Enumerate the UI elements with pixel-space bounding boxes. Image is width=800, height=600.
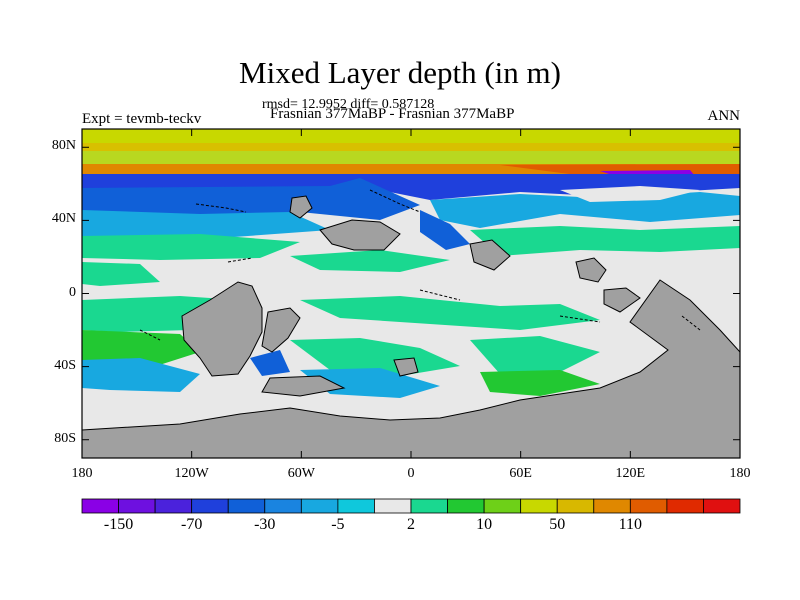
land-sliver [261,307,301,353]
land-island-a [289,195,313,219]
colorbar-tick-label: -150 [103,516,134,533]
colorbar-swatch [666,498,704,514]
colorbar-swatch [300,498,339,514]
colorbar-tick-label: 50 [549,516,566,533]
colorbar-swatch [593,498,631,514]
green-patch-s4 [480,370,600,396]
cyan-band-east [430,192,740,228]
colorbar-swatch [483,498,522,514]
x-tick-label: 180 [729,466,751,481]
y-tick-label: 0 [69,284,76,300]
colorbar-swatch [191,498,229,514]
green-band-nw [82,234,300,260]
cyan-patch-sw [82,358,200,392]
colorbar-swatch [337,498,375,514]
x-tick-label: 120E [615,466,646,481]
blue-band-north [82,174,740,210]
colorbar-swatch [629,498,668,514]
y-tick-label: 80N [51,138,76,154]
land-island-b [575,257,607,283]
green-band-s [300,296,600,330]
colorbar-tick-label: -30 [254,516,276,533]
page-title: Mixed Layer depth (in m) [239,55,561,90]
period-label: ANN [707,108,741,124]
x-tick-label: 120W [174,466,209,481]
green-patch-s3 [470,336,600,374]
land-island-e [261,375,346,397]
blue-patch-central [420,210,470,250]
y-tick-label: 80S [54,430,76,446]
band-orange [82,164,740,174]
stats-label: rmsd= 12.9952 diff= 0.587128 [262,97,435,112]
land-island-d [469,239,511,271]
land-island-f [393,357,419,377]
colorbar-tick-label: -5 [331,516,345,533]
colorbar-swatch [118,498,156,514]
colorbar-swatch [227,498,266,514]
land-masses [82,195,740,458]
colorbar-swatch [264,498,302,514]
colorbar-tick-label: 2 [407,516,415,533]
map-field [82,129,740,458]
y-tick-label: 40S [54,357,76,373]
coast-fragments [139,189,701,341]
x-tick-label: 0 [407,466,415,481]
colorbar-tick-label: 110 [618,516,643,533]
x-tick-label: 180 [71,466,93,481]
land-antarctic-gondwana [82,279,740,458]
axis-ticks [81,129,741,458]
land-island-c [603,287,641,313]
comparison-label: Frasnian 377MaBP - Frasnian 377MaBP [270,106,515,122]
land-laurussia [319,219,401,251]
colorbar-swatch [703,498,741,514]
x-tick-label: 60E [509,466,532,481]
colorbar-swatch [410,498,448,514]
colorbar-swatch [81,498,119,514]
green-patch-west [82,262,160,286]
experiment-label: Expt = tevmb-teckv [82,111,202,127]
colorbar-swatch [374,498,412,514]
green-patch-s2 [290,338,460,376]
colorbar [81,498,741,514]
green-patch-center [290,250,450,272]
cyan-band-west [82,210,330,240]
colorbar-tick-label: 10 [476,516,493,533]
colorbar-swatch [154,498,193,514]
blue-patch-south [250,350,290,376]
y-tick-label: 40N [51,211,76,227]
colorbar-tick-label: -70 [180,516,203,533]
cyan-patch-s [300,368,440,398]
x-tick-label: 60W [287,466,315,481]
colorbar-swatch [447,498,485,514]
land-gondwana-west [181,281,263,377]
colorbar-swatch [556,498,595,514]
white-patch-ne [560,186,700,202]
green-band-ne [470,226,740,256]
colorbar-swatch [520,498,558,514]
